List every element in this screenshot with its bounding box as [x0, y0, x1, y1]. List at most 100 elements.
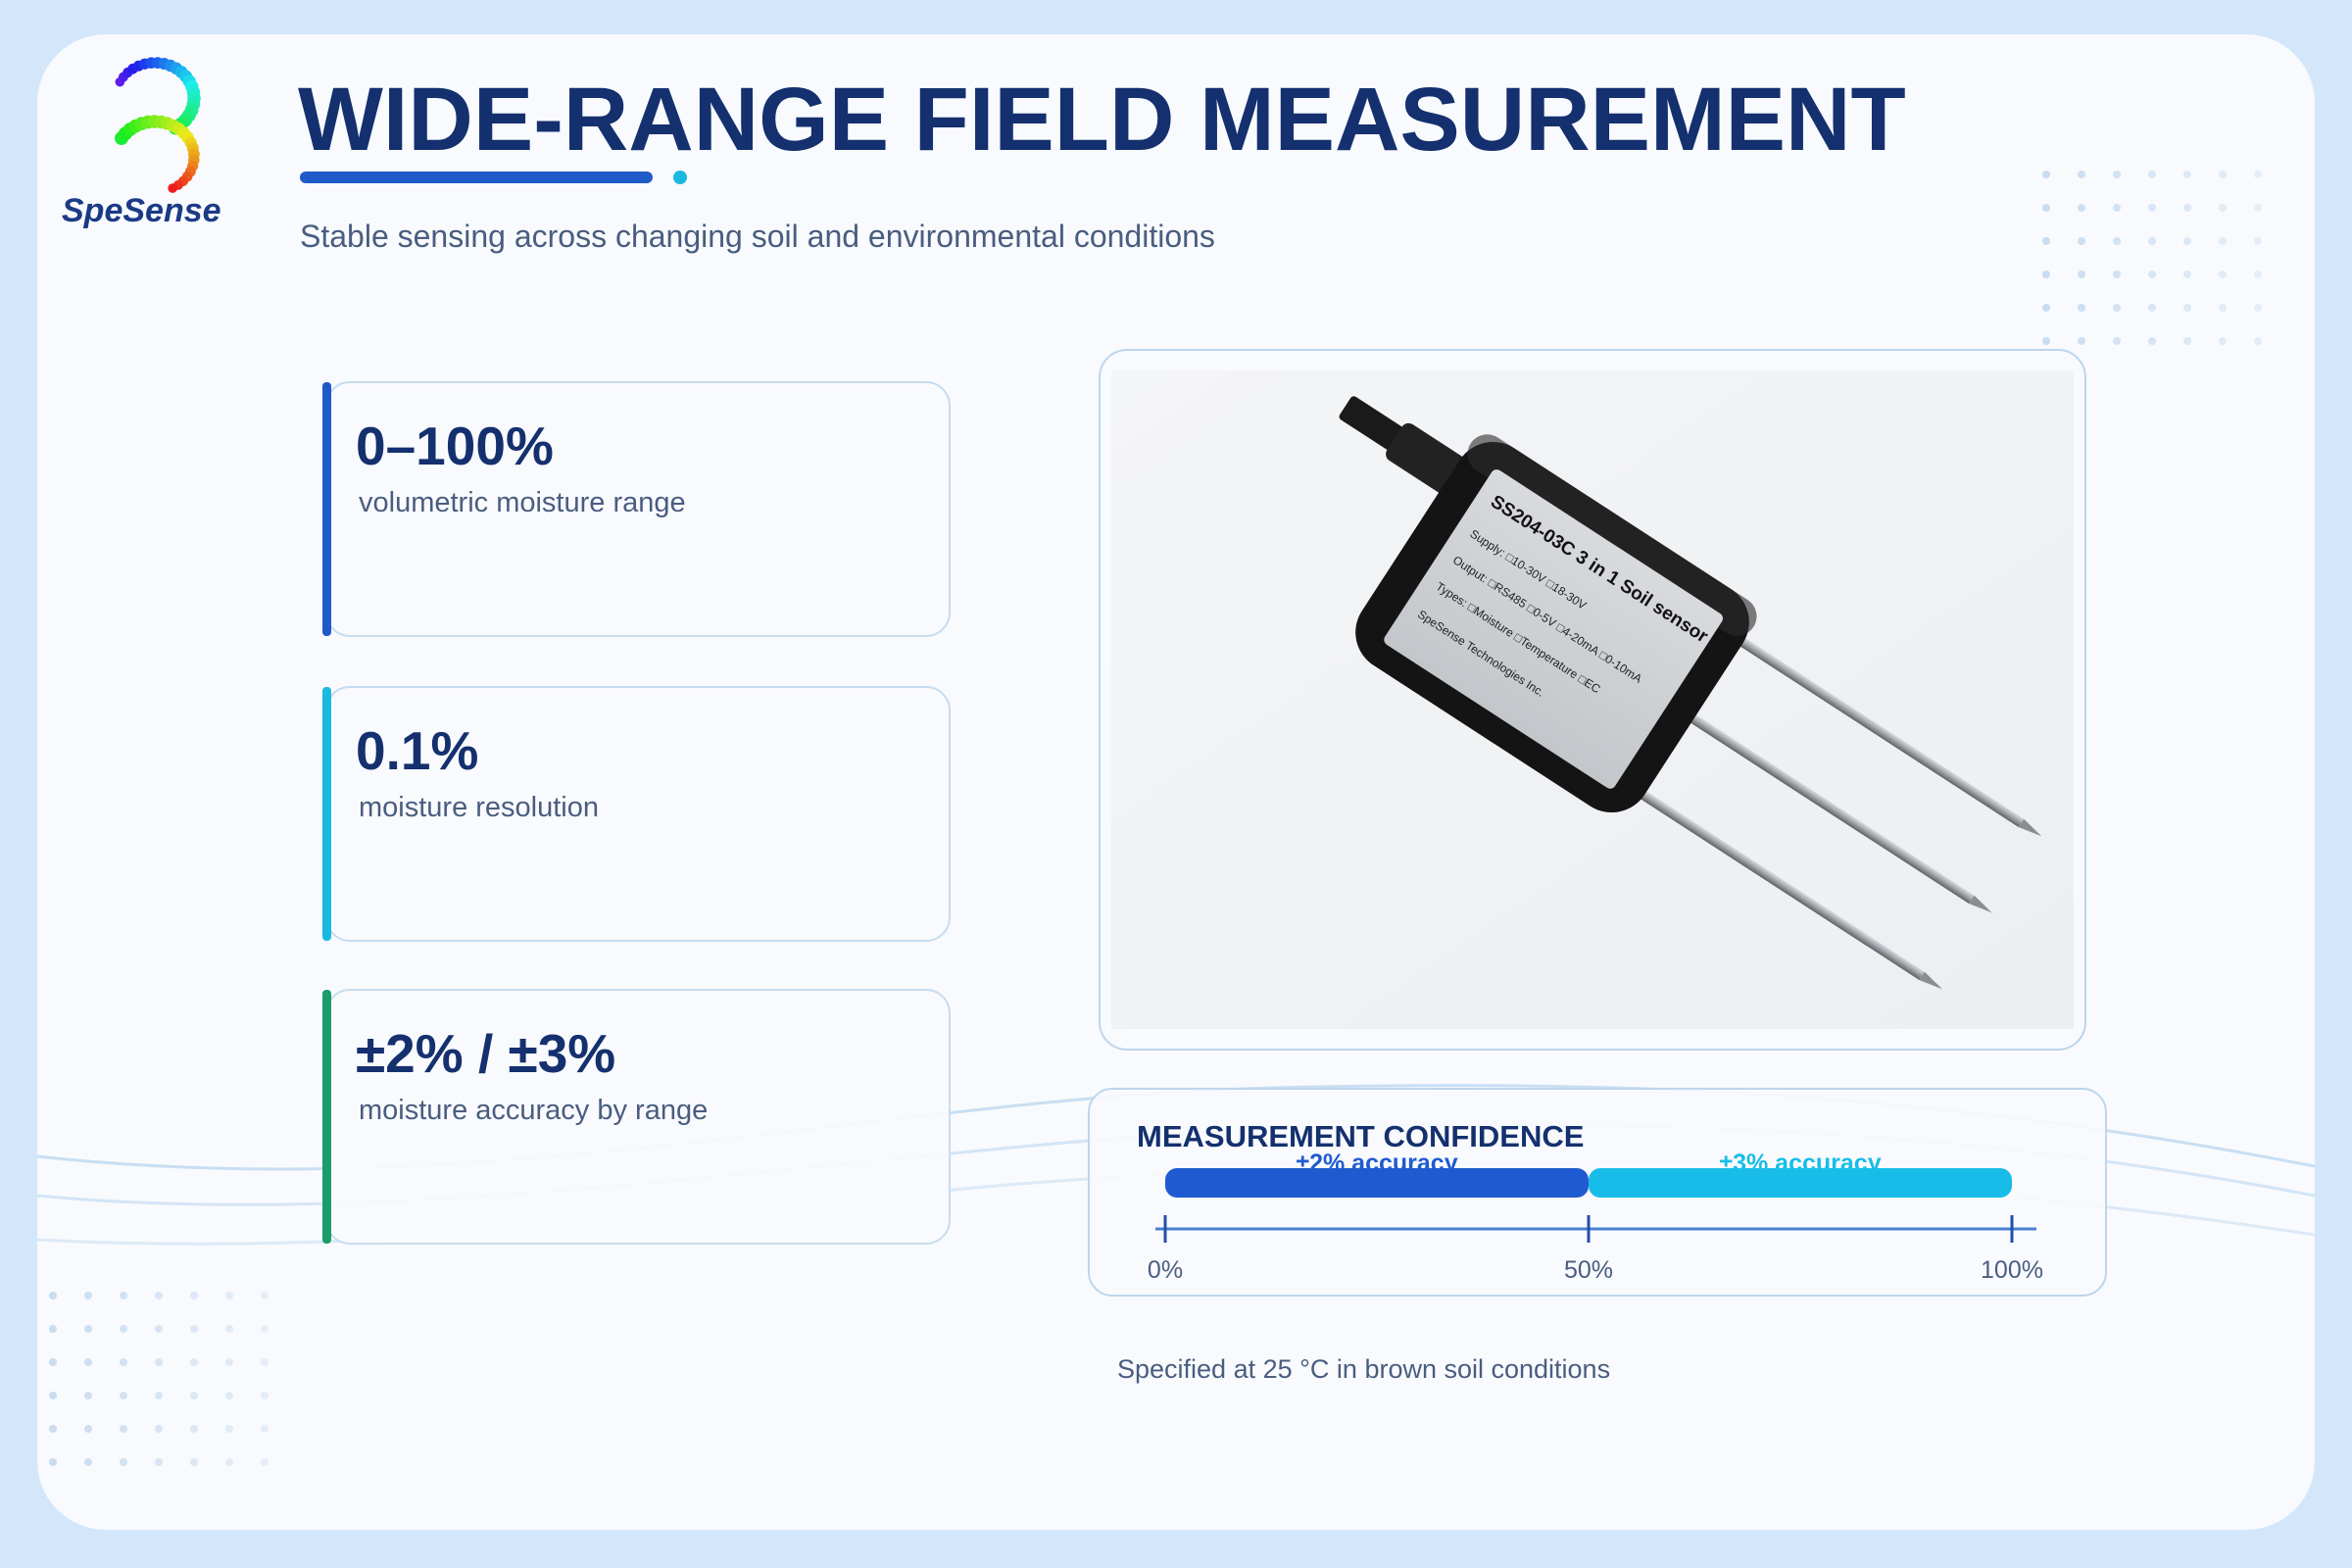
brand-name: SpeSense: [62, 192, 221, 229]
probe: [1722, 626, 2025, 827]
dot: [155, 1358, 163, 1366]
dot: [225, 1458, 233, 1466]
axis-tick-label: 100%: [1981, 1256, 2043, 1284]
dot: [2219, 337, 2227, 345]
dot: [155, 1292, 163, 1299]
dot: [2113, 171, 2121, 178]
dot: [2113, 304, 2121, 312]
confidence-title: MEASUREMENT CONFIDENCE: [1137, 1119, 1584, 1153]
dot: [84, 1292, 92, 1299]
dot: [2254, 337, 2262, 345]
body-highlight: [1467, 434, 1757, 636]
page-subtitle: Stable sensing across changing soil and …: [300, 219, 1215, 254]
dot: [2078, 337, 2085, 345]
dot: [2042, 204, 2050, 212]
dot: [49, 1358, 57, 1366]
axis-tick-label: 50%: [1564, 1256, 1613, 1284]
dot: [2042, 171, 2050, 178]
footnote: Specified at 25 °C in brown soil conditi…: [1117, 1354, 1610, 1384]
dot: [2254, 237, 2262, 245]
dot: [2183, 237, 2191, 245]
dot: [225, 1325, 233, 1333]
dot: [261, 1358, 269, 1366]
dot: [2148, 171, 2156, 178]
dot: [49, 1292, 57, 1299]
dot: [261, 1425, 269, 1433]
dot: [2219, 237, 2227, 245]
dot: [2148, 204, 2156, 212]
dot: [190, 1358, 198, 1366]
dot: [2113, 337, 2121, 345]
dot: [190, 1292, 198, 1299]
dot: [120, 1392, 127, 1399]
dot: [225, 1392, 233, 1399]
dot: [2148, 337, 2156, 345]
label-plate: [1384, 469, 1723, 789]
dot: [261, 1392, 269, 1399]
dot: [2254, 270, 2262, 278]
dot: [2219, 304, 2227, 312]
stat-accent: [322, 990, 331, 1244]
page-title: WIDE-RANGE FIELD MEASUREMENT: [298, 70, 1906, 170]
dot: [2254, 171, 2262, 178]
dot: [84, 1458, 92, 1466]
dot: [2078, 304, 2085, 312]
dot: [2148, 270, 2156, 278]
dot: [190, 1392, 198, 1399]
dot: [84, 1325, 92, 1333]
stat-label: moisture resolution: [359, 792, 599, 823]
dot: [120, 1425, 127, 1433]
dot: [155, 1425, 163, 1433]
dot: [2078, 171, 2085, 178]
probe: [1623, 779, 1925, 980]
dot: [49, 1458, 57, 1466]
dot: [2078, 204, 2085, 212]
dot: [2042, 337, 2050, 345]
dot: [84, 1425, 92, 1433]
logo-dot: [168, 183, 177, 193]
stat-value: ±2% / ±3%: [356, 1023, 615, 1084]
stat-value: 0.1%: [356, 720, 478, 781]
title-dot: [673, 171, 687, 184]
dot: [120, 1358, 127, 1366]
sensor: SS204-03C 3 in 1 Soil sensor Supply: □10…: [1339, 396, 2042, 990]
stat-accent: [322, 382, 331, 636]
dot-pattern: [49, 171, 2262, 1466]
cable-gland: [1386, 422, 1470, 497]
axis-tick-label: 0%: [1148, 1256, 1183, 1284]
segment-bar: [1165, 1168, 1589, 1198]
dot: [2183, 204, 2191, 212]
dot: [120, 1458, 127, 1466]
dot: [225, 1292, 233, 1299]
probe-tips: [1919, 818, 2042, 990]
dot: [120, 1292, 127, 1299]
dot: [84, 1392, 92, 1399]
dot: [2042, 304, 2050, 312]
stat-value: 0–100%: [356, 416, 554, 476]
dot: [190, 1458, 198, 1466]
dot: [225, 1358, 233, 1366]
dot: [2078, 237, 2085, 245]
stat-label: volumetric moisture range: [359, 487, 686, 518]
logo-mark: [115, 57, 201, 193]
probe: [1673, 703, 1975, 904]
segment-bar: [1589, 1168, 2012, 1198]
dot: [2254, 304, 2262, 312]
dot: [2219, 270, 2227, 278]
dot: [120, 1325, 127, 1333]
dot: [2042, 270, 2050, 278]
dot: [2042, 237, 2050, 245]
dot: [190, 1425, 198, 1433]
dot: [2078, 270, 2085, 278]
dot: [2183, 270, 2191, 278]
dot: [2183, 337, 2191, 345]
dot: [2254, 204, 2262, 212]
cable: [1339, 396, 1409, 454]
dot: [2219, 204, 2227, 212]
dot: [190, 1325, 198, 1333]
dot: [2148, 304, 2156, 312]
stat-label: moisture accuracy by range: [359, 1095, 708, 1126]
